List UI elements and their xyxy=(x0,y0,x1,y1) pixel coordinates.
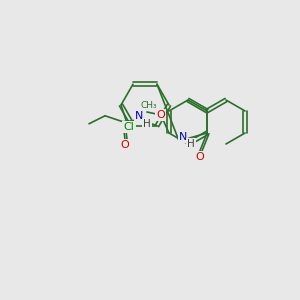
Text: Cl: Cl xyxy=(124,122,134,132)
Text: H: H xyxy=(143,119,151,129)
Text: O: O xyxy=(157,110,165,120)
Text: N: N xyxy=(179,132,187,142)
Text: O: O xyxy=(121,140,129,150)
Text: N: N xyxy=(135,111,143,121)
Text: H: H xyxy=(187,139,195,149)
Text: CH₃: CH₃ xyxy=(141,101,157,110)
Text: O: O xyxy=(196,152,204,162)
